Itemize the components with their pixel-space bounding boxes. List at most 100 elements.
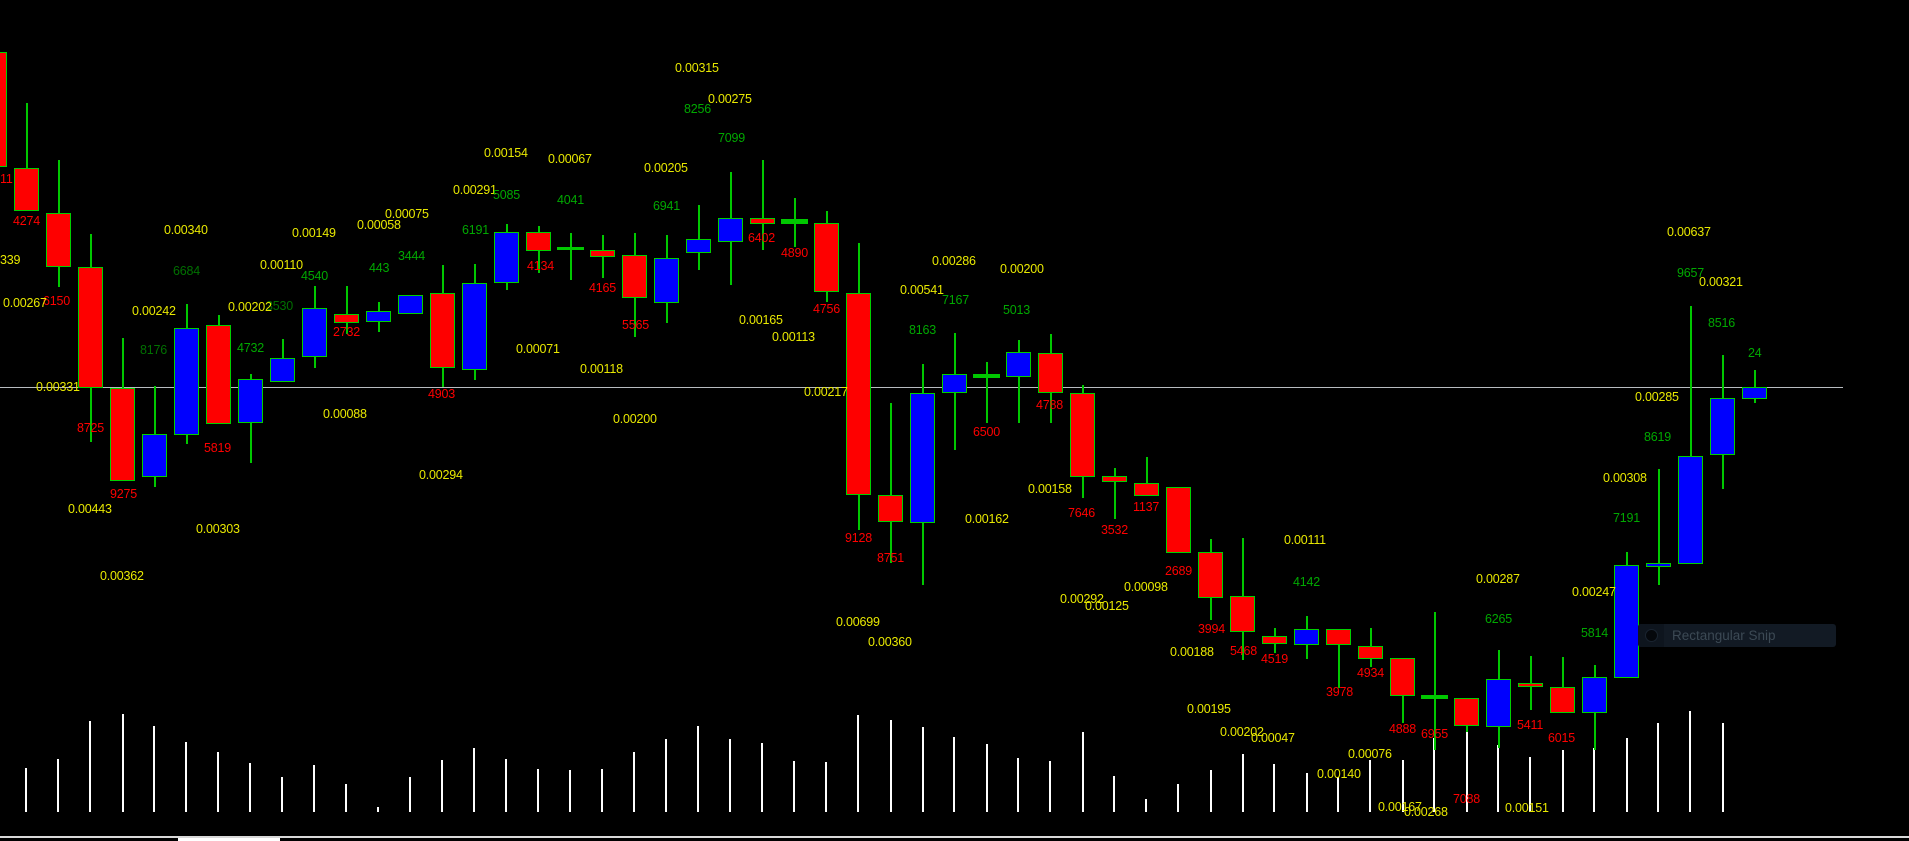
candle-wick [569, 233, 572, 280]
value-label: 9275 [110, 487, 138, 501]
value-label: 8751 [877, 551, 905, 565]
value-label: 4165 [589, 281, 617, 295]
candle-body [1358, 646, 1383, 659]
volume-bar [441, 760, 443, 812]
candle-body [366, 311, 391, 322]
price-label: 0.00165 [739, 313, 783, 327]
candle-body [494, 232, 519, 283]
price-label: 0.00443 [68, 502, 112, 516]
value-label: 7099 [718, 131, 746, 145]
taskbar-active-item[interactable] [178, 838, 280, 841]
volume-bar [537, 769, 539, 812]
price-label: 0.00154 [484, 146, 528, 160]
value-label: 4142 [1293, 575, 1321, 589]
value-label: 4134 [527, 259, 555, 273]
price-label: 0.00195 [1187, 702, 1231, 716]
price-label: 0.00167 [1378, 800, 1422, 814]
volume-bar [217, 752, 219, 812]
candle-body [1518, 683, 1543, 687]
value-label: 3978 [1326, 685, 1354, 699]
candle-body [1742, 387, 1767, 399]
volume-bar [1273, 764, 1275, 812]
value-label: 4274 [13, 214, 41, 228]
price-label: 0.00287 [1476, 572, 1520, 586]
price-label: 0.00200 [613, 412, 657, 426]
candle-wick [761, 160, 764, 250]
volume-bar [953, 737, 955, 812]
value-label: 6955 [1421, 727, 1449, 741]
value-label: 11 [0, 172, 13, 186]
value-label: 6941 [653, 199, 681, 213]
volume-bar [633, 752, 635, 812]
price-label: 0.00303 [196, 522, 240, 536]
candle-body [1390, 658, 1415, 696]
price-label: 0.00202 [228, 300, 272, 314]
value-label: 6402 [748, 231, 776, 245]
volume-bar [1337, 777, 1339, 812]
volume-bar [601, 769, 603, 812]
candle-body [1678, 456, 1703, 564]
volume-bar [697, 726, 699, 812]
price-label: 0.00541 [900, 283, 944, 297]
value-label: 6684 [173, 264, 201, 278]
price-label: 0.00247 [1572, 585, 1616, 599]
taskbar-top-edge [0, 836, 1909, 838]
volume-bar [1306, 773, 1308, 812]
candle-wick [25, 103, 28, 211]
volume-bar [345, 784, 347, 812]
volume-bar [281, 777, 283, 812]
price-label: 0.00140 [1317, 767, 1361, 781]
candle-body [398, 295, 423, 314]
volume-bar [890, 720, 892, 812]
candle-body [846, 293, 871, 495]
value-label: 8256 [684, 102, 712, 116]
price-label: 0.00202 [1220, 725, 1264, 739]
value-label: 5819 [204, 441, 232, 455]
price-label: 0.00071 [516, 342, 560, 356]
volume-bar [1145, 799, 1147, 812]
volume-bar [761, 743, 763, 812]
candle-wick [1145, 457, 1148, 496]
volume-bar [153, 726, 155, 812]
value-label: 4934 [1357, 666, 1385, 680]
candle-wick [1689, 306, 1692, 564]
price-label: 0.00285 [1635, 390, 1679, 404]
value-label: 7191 [1613, 511, 1641, 525]
candle-wick [985, 362, 988, 423]
price-label: 0.00268 [1404, 805, 1448, 819]
volume-bar [1402, 760, 1404, 812]
volume-bar [505, 759, 507, 812]
candle-body [462, 283, 487, 370]
candle-body [334, 314, 359, 323]
candle-body [1230, 596, 1255, 632]
candle-body [1550, 687, 1575, 713]
volume-bar [1082, 732, 1084, 812]
volume-bar [89, 721, 91, 812]
value-label: 5013 [1003, 303, 1031, 317]
value-label: 6191 [462, 223, 490, 237]
candle-body [1326, 629, 1351, 645]
candle-body [910, 393, 935, 523]
volume-bar [1722, 723, 1724, 812]
volume-bar [1242, 754, 1244, 812]
candle-wick [1433, 612, 1436, 750]
price-label: 0.00286 [932, 254, 976, 268]
price-label: 0.00340 [164, 223, 208, 237]
price-label: 0.00111 [1284, 533, 1326, 547]
price-label: 0.00162 [965, 512, 1009, 526]
value-label: 8725 [77, 421, 105, 435]
value-label: 4756 [813, 302, 841, 316]
candle-body [1102, 476, 1127, 482]
candle-body [878, 495, 903, 522]
value-label: 5468 [1230, 644, 1258, 658]
price-label: 0.00242 [132, 304, 176, 318]
price-label: 0.00075 [385, 207, 429, 221]
candle-body [110, 388, 135, 481]
volume-bar [1689, 711, 1691, 812]
volume-bar [409, 777, 411, 812]
candle-body [78, 267, 103, 388]
price-label: 0.00118 [580, 362, 623, 376]
volume-bar [25, 768, 27, 812]
price-label: 0.00294 [419, 468, 463, 482]
price-label: 0.00113 [772, 330, 815, 344]
